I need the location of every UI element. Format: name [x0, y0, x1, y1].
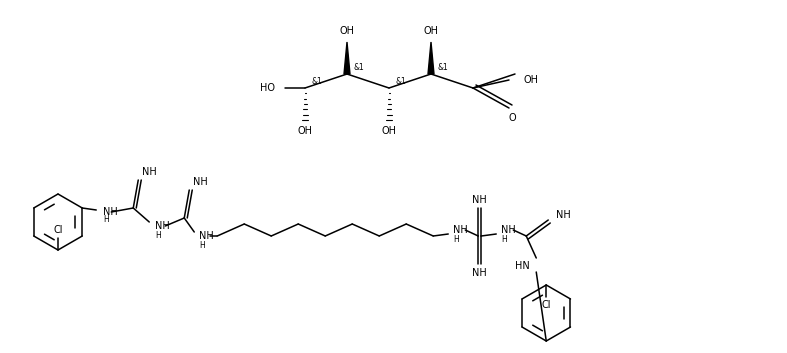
Text: HO: HO	[260, 83, 275, 93]
Text: H: H	[155, 231, 161, 239]
Text: NH: NH	[194, 177, 208, 187]
Text: Cl: Cl	[54, 225, 63, 235]
Text: OH: OH	[382, 126, 397, 136]
Text: NH: NH	[556, 210, 571, 220]
Text: OH: OH	[297, 126, 312, 136]
Text: NH: NH	[199, 231, 214, 241]
Text: H: H	[501, 234, 507, 244]
Text: NH: NH	[472, 195, 486, 205]
Text: H: H	[199, 240, 205, 250]
Text: &1: &1	[438, 64, 449, 72]
Text: NH: NH	[155, 221, 170, 231]
Text: O: O	[508, 113, 515, 123]
Text: H: H	[103, 215, 109, 225]
Text: NH: NH	[142, 167, 157, 177]
Text: NH: NH	[472, 268, 486, 278]
Polygon shape	[428, 42, 434, 74]
Text: OH: OH	[339, 26, 354, 36]
Text: &1: &1	[312, 78, 323, 86]
Text: OH: OH	[423, 26, 438, 36]
Text: HN: HN	[515, 261, 530, 271]
Text: NH: NH	[501, 225, 516, 235]
Text: H: H	[453, 234, 459, 244]
Text: NH: NH	[103, 207, 118, 217]
Polygon shape	[344, 42, 350, 74]
Text: NH: NH	[453, 225, 468, 235]
Text: Cl: Cl	[541, 300, 551, 310]
Text: &1: &1	[396, 78, 407, 86]
Text: OH: OH	[523, 75, 538, 85]
Text: &1: &1	[354, 64, 364, 72]
